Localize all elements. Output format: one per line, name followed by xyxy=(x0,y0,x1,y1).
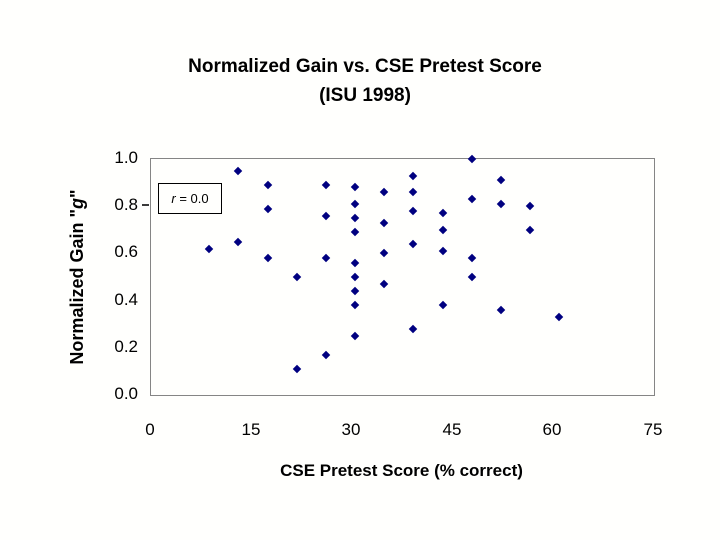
y-tick-mark-0.8 xyxy=(142,204,149,206)
y-tick-label-0.4: 0.4 xyxy=(114,290,138,309)
x-tick-label-45: 45 xyxy=(442,420,462,439)
data-point xyxy=(233,237,243,246)
y-axis-title-italic-g: g xyxy=(67,197,87,209)
y-axis-title: Normalized Gain "g" xyxy=(64,137,90,417)
x-axis-title: CSE Pretest Score (% correct) xyxy=(280,461,523,480)
data-point xyxy=(496,305,506,315)
data-point xyxy=(205,244,214,253)
y-tick-label-0.0: 0.0 xyxy=(114,384,138,403)
chart-title-line2: (ISU 1998) xyxy=(319,85,411,106)
data-point xyxy=(263,253,272,263)
correlation-annotation: r = 0.0 xyxy=(158,183,222,214)
data-point xyxy=(438,209,447,218)
data-point xyxy=(438,301,447,310)
data-point xyxy=(496,199,506,209)
data-point xyxy=(525,201,535,211)
data-point xyxy=(380,187,389,197)
x-tick-label-15: 15 xyxy=(241,420,261,439)
data-point xyxy=(496,175,506,185)
x-tick-label-75: 75 xyxy=(643,420,663,439)
data-point xyxy=(350,227,360,237)
data-point xyxy=(321,350,331,360)
chart-title: Normalized Gain vs. CSE Pretest Score (I… xyxy=(65,52,665,110)
data-point xyxy=(408,187,418,197)
data-point xyxy=(263,204,272,213)
x-tick-label-30: 30 xyxy=(341,420,361,439)
data-point xyxy=(438,246,447,256)
data-point xyxy=(233,166,243,176)
data-point xyxy=(380,279,389,289)
x-tick-label-0: 0 xyxy=(145,420,155,439)
data-point xyxy=(438,225,447,235)
data-point xyxy=(350,301,360,310)
data-point xyxy=(292,364,301,374)
data-point xyxy=(467,253,476,263)
data-point xyxy=(350,258,360,268)
data-point xyxy=(408,324,418,334)
data-point xyxy=(321,253,331,263)
correlation-r-symbol: r xyxy=(171,191,176,206)
data-point xyxy=(467,272,476,282)
data-point xyxy=(408,206,418,216)
data-point xyxy=(350,331,360,341)
y-tick-label-1.0: 1.0 xyxy=(114,148,138,167)
data-point xyxy=(555,312,564,322)
correlation-value: = 0.0 xyxy=(175,191,209,206)
y-tick-label-0.2: 0.2 xyxy=(114,337,138,356)
y-tick-label-0.8: 0.8 xyxy=(114,195,138,214)
y-axis-title-close-quote: " xyxy=(67,189,87,198)
x-tick-label-60: 60 xyxy=(542,420,562,439)
data-point xyxy=(467,154,476,164)
data-point xyxy=(350,213,360,223)
data-point xyxy=(321,180,331,190)
data-point xyxy=(292,272,301,282)
data-point xyxy=(380,218,389,227)
y-tick-label-0.6: 0.6 xyxy=(114,242,138,261)
data-point xyxy=(350,286,360,296)
data-point xyxy=(350,272,360,282)
chart-title-line1: Normalized Gain vs. CSE Pretest Score xyxy=(188,56,542,77)
data-point xyxy=(321,211,331,220)
data-point xyxy=(380,249,389,258)
data-point xyxy=(263,180,272,190)
y-axis-title-text: Normalized Gain " xyxy=(67,208,87,365)
data-point xyxy=(350,183,360,192)
data-point xyxy=(408,171,418,180)
data-point xyxy=(525,225,535,235)
plot-area: r = 0.0 xyxy=(150,154,655,396)
data-point xyxy=(467,194,476,204)
data-point xyxy=(350,199,360,209)
data-point xyxy=(408,239,418,249)
